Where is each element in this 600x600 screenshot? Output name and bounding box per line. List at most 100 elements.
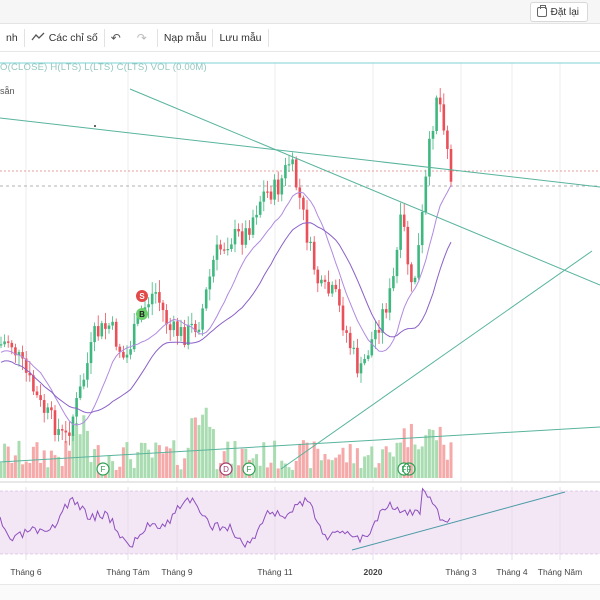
candle-body [251, 217, 255, 235]
candle-body [60, 429, 64, 431]
trend-line[interactable] [129, 88, 600, 286]
price-chart-svg[interactable]: S B F D F F F [0, 52, 600, 600]
volume-bar [269, 462, 273, 478]
volume-bar [226, 441, 230, 478]
volume-bar [363, 456, 367, 478]
candle-body [154, 292, 158, 294]
candle-body [399, 214, 402, 250]
volume-bar [21, 464, 25, 478]
volume-bar [125, 442, 129, 478]
candle-body [161, 302, 165, 311]
chart-type-menu[interactable]: nh [0, 24, 24, 52]
bottom-bar [0, 584, 600, 600]
volume-bar [258, 465, 262, 478]
volume-bar [197, 425, 201, 478]
moving-average-slow [0, 222, 452, 414]
chart-type-label: nh [6, 31, 18, 44]
volume-bar [193, 417, 197, 478]
volume-bar [186, 447, 190, 478]
event-marker[interactable] [219, 462, 233, 476]
save-template-button[interactable]: Lưu mẫu [213, 24, 267, 52]
candle-body [388, 288, 392, 313]
volume-bar [327, 459, 331, 478]
volume-bar [57, 456, 61, 478]
volume-bar [233, 441, 237, 478]
undo-button[interactable]: ↶ [105, 24, 131, 52]
volume-bar [64, 440, 68, 478]
candle-body [273, 179, 276, 200]
candle-body [150, 293, 154, 305]
candle-body [287, 164, 291, 166]
volume-bar [427, 429, 431, 478]
candle-body [359, 363, 363, 374]
candle-body [111, 321, 114, 326]
volume-bar [240, 448, 244, 478]
trend-line[interactable] [0, 117, 600, 188]
volume-bar [388, 452, 392, 478]
candle-body [147, 304, 150, 308]
volume-bar [402, 428, 406, 478]
volume-bar [413, 444, 417, 478]
volume-bar [10, 462, 14, 478]
candle-body [244, 228, 248, 245]
undo-icon: ↶ [110, 30, 121, 45]
volume-bar [96, 445, 100, 478]
candle-body [68, 432, 71, 436]
volume-bar [283, 463, 287, 478]
volume-bar [435, 440, 439, 478]
candle-body [176, 321, 179, 336]
volume-bar [49, 450, 53, 478]
candle-body [402, 214, 406, 227]
candle-body [0, 344, 3, 346]
chart-canvas[interactable]: S B F D F F F O(CLOSE) H(LTS) L(LTS) C(L… [0, 52, 600, 600]
redo-button[interactable]: ↷ [131, 24, 157, 52]
indicators-button[interactable]: Các chỉ số [25, 24, 104, 52]
candle-body [215, 244, 219, 260]
buy-signal-text: B [139, 310, 145, 319]
x-tick-label: Tháng Năm [537, 567, 583, 577]
volume-bar [93, 449, 97, 478]
candle-body [377, 329, 381, 333]
volume-bar [78, 434, 82, 478]
volume-bar [111, 461, 115, 478]
time-axis[interactable]: Tháng 6 Tháng Tám Tháng 9 Tháng 11 2020 … [0, 565, 600, 581]
volume-bar [211, 429, 215, 478]
candle-body [316, 269, 320, 284]
candle-body [125, 354, 129, 358]
event-markers: F D F F F [96, 462, 416, 476]
volume-bar [157, 445, 161, 478]
candle-body [431, 130, 435, 139]
volume-bar [345, 462, 349, 478]
buy-signal-marker[interactable] [136, 308, 148, 320]
candle-body [42, 400, 46, 413]
x-tick-label: Tháng 11 [257, 567, 293, 577]
candle-body [406, 226, 410, 265]
volume-bar [46, 467, 50, 478]
volume-bar [323, 454, 327, 478]
event-marker[interactable] [402, 462, 416, 476]
sell-signal-marker[interactable] [136, 290, 148, 302]
candle-body [53, 410, 57, 436]
candle-body [438, 97, 442, 105]
reset-button[interactable]: Đặt lại [529, 2, 588, 22]
volume-bar [154, 442, 158, 478]
rsi-trend-line[interactable] [351, 491, 566, 551]
load-template-label: Nạp mẫu [163, 31, 207, 44]
candle-body [57, 429, 60, 436]
volume-bar [129, 459, 133, 478]
candle-body [345, 330, 348, 333]
volume-bar [150, 457, 154, 478]
volume-bar [39, 462, 43, 478]
volume-bar [183, 458, 187, 478]
load-template-button[interactable]: Nạp mẫu [158, 24, 213, 52]
trend-line[interactable] [280, 250, 593, 470]
trend-line[interactable] [0, 426, 600, 463]
event-marker[interactable] [242, 462, 256, 476]
volume-bar [161, 453, 165, 478]
event-marker[interactable] [96, 462, 110, 476]
volume-bar [265, 467, 269, 478]
candle-body [35, 391, 39, 396]
candle-body [424, 176, 428, 212]
candle-body [226, 249, 230, 251]
event-marker[interactable] [397, 462, 411, 476]
